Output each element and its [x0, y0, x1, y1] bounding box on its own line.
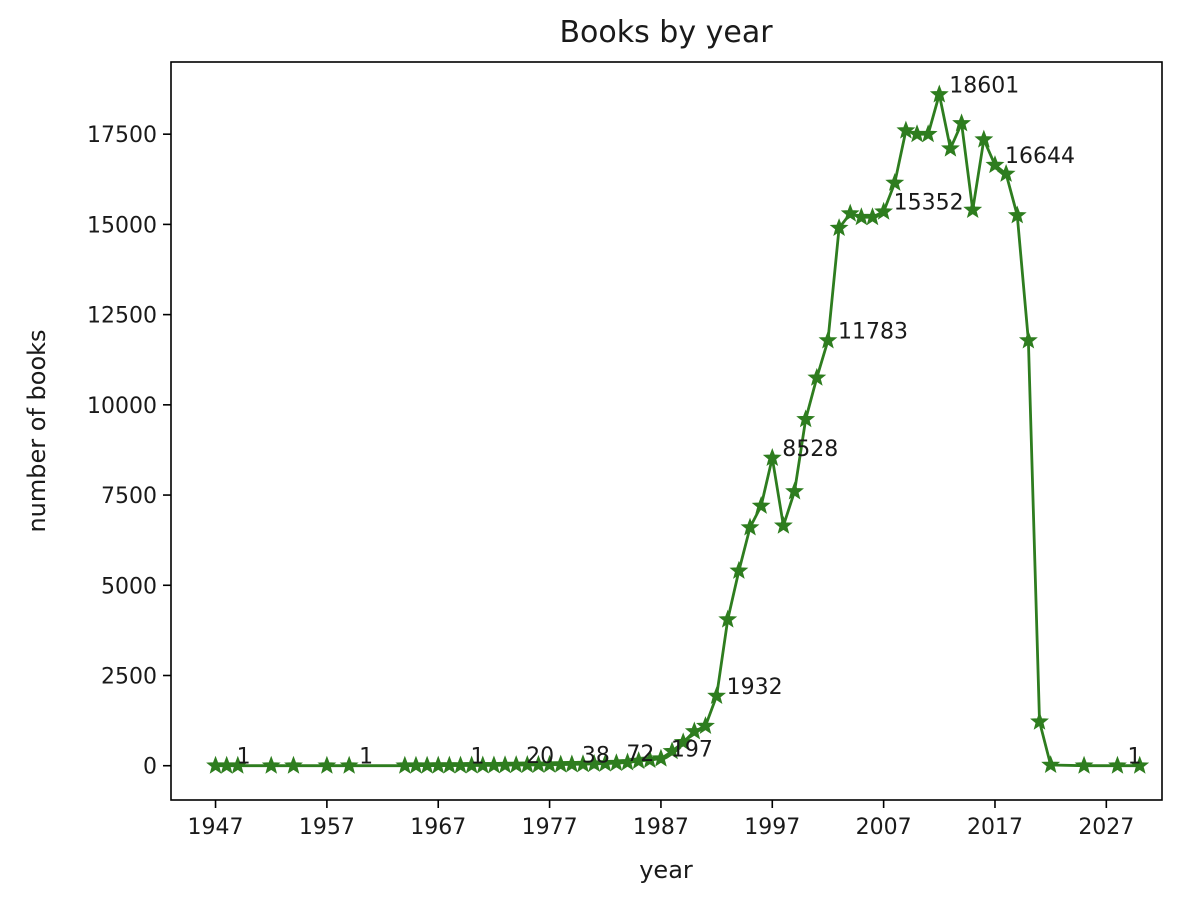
x-tick-label: 2017: [967, 815, 1023, 840]
data-point-star: [651, 748, 671, 767]
data-point-star: [1108, 755, 1127, 774]
data-point-star: [807, 367, 827, 386]
data-point-star: [729, 560, 749, 579]
data-label: 1932: [727, 675, 783, 700]
data-point-star: [796, 409, 816, 428]
data-label: 1: [471, 745, 485, 770]
data-point-star: [996, 163, 1016, 182]
data-label: 20: [526, 744, 554, 769]
data-point-star: [1074, 755, 1094, 774]
data-point-star: [751, 495, 771, 514]
x-axis: 1947 1957 1967 1977 1987 1997 2007 2017 2027: [188, 800, 1134, 840]
x-tick-label: 1997: [744, 815, 800, 840]
chart-title: Books by year: [559, 15, 773, 50]
data-point-star: [1130, 755, 1150, 774]
data-point-star: [840, 203, 860, 222]
x-tick-label: 2007: [856, 815, 912, 840]
data-point-star: [885, 172, 905, 191]
data-point-star: [918, 124, 938, 143]
data-point-star: [673, 732, 693, 751]
series-layer: [206, 84, 1150, 774]
data-point-star: [762, 448, 782, 466]
data-label: 1: [359, 745, 373, 770]
y-tick-label: 0: [143, 755, 157, 780]
data-point-star: [818, 330, 838, 349]
data-point-star: [874, 201, 894, 220]
data-point-star: [941, 138, 960, 157]
data-label: 38: [582, 743, 610, 768]
y-tick-label: 10000: [87, 394, 157, 419]
x-tick-label: 1957: [299, 815, 355, 840]
data-point-star: [1007, 205, 1027, 224]
plot-frame: [170, 61, 1163, 801]
data-label: 1: [1127, 745, 1141, 770]
y-tick-label: 5000: [101, 574, 157, 599]
x-tick-label: 2027: [1078, 815, 1134, 840]
data-point-star: [684, 721, 704, 740]
data-point-star: [317, 755, 337, 774]
data-label: 16644: [1005, 144, 1075, 169]
x-axis-label: year: [639, 856, 693, 884]
y-tick-label: 17500: [87, 123, 157, 148]
data-label: 8528: [782, 437, 838, 462]
annotation-layer: 1 1 1 20 38 72 197 1932 8528 11783 15352 18601 16644…: [237, 73, 1142, 769]
x-tick-label: 1967: [410, 815, 466, 840]
data-point-star: [773, 515, 793, 534]
data-point-star: [1041, 755, 1061, 774]
data-point-star: [929, 84, 949, 103]
data-point-star: [707, 686, 727, 705]
data-label: 18601: [949, 73, 1019, 98]
y-tick-label: 15000: [87, 213, 157, 238]
y-axis-label: number of books: [23, 329, 51, 532]
data-point-star: [740, 517, 760, 536]
y-tick-label: 2500: [101, 664, 157, 689]
data-point-star: [261, 755, 281, 774]
plot-area: 1947 1957 1967 1977 1987 1997 2007 2017 2027 0 25…: [87, 61, 1163, 840]
data-point-star: [228, 755, 248, 774]
data-label: 1: [237, 745, 251, 770]
data-point-star: [974, 129, 994, 148]
x-tick-label: 1987: [633, 815, 689, 840]
data-point-star: [284, 755, 303, 774]
data-point-star: [696, 716, 715, 735]
data-label: 197: [671, 738, 713, 763]
data-point-star: [985, 155, 1005, 174]
y-axis: 0 2500 5000 7500 10000 12500 15000 17500: [87, 123, 171, 780]
data-point-star: [1030, 711, 1049, 730]
series-line: [215, 93, 1140, 768]
data-point-star: [896, 120, 916, 139]
data-point-star: [829, 218, 849, 237]
data-point-star: [863, 207, 882, 226]
x-tick-label: 1977: [522, 815, 578, 840]
data-point-star: [339, 755, 359, 774]
y-tick-label: 12500: [87, 304, 157, 329]
data-label: 11783: [838, 319, 908, 344]
data-point-star: [952, 113, 972, 132]
data-point-star: [718, 609, 738, 628]
data-label: 15352: [894, 191, 964, 216]
data-label: 72: [626, 742, 654, 767]
data-point-star: [785, 481, 804, 500]
x-tick-label: 1947: [188, 815, 244, 840]
data-point-star: [963, 200, 983, 218]
data-point-star: [1018, 330, 1038, 349]
y-tick-label: 7500: [101, 484, 157, 509]
